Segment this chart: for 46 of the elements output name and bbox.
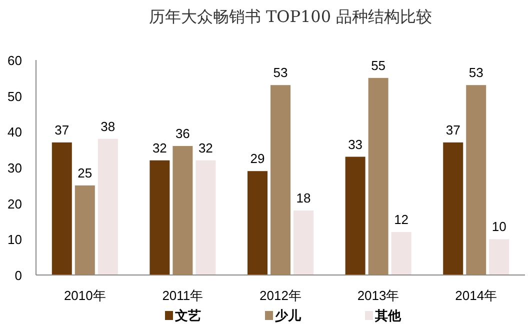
- x-tick-label: 2013年: [357, 288, 400, 303]
- y-tick-label: 10: [8, 232, 22, 248]
- legend-label: 其他: [374, 308, 402, 323]
- bar: [294, 210, 314, 275]
- y-tick-label: 30: [8, 160, 22, 176]
- data-label: 32: [198, 140, 213, 156]
- y-tick-label: 60: [8, 53, 22, 68]
- bar: [150, 160, 170, 275]
- bar: [368, 78, 388, 275]
- y-tick-label: 40: [8, 124, 22, 140]
- data-label: 12: [394, 212, 409, 227]
- x-tick-label: 2011年: [162, 288, 204, 303]
- data-label: 53: [468, 65, 484, 80]
- legend-label: 少儿: [274, 308, 302, 323]
- bar: [345, 156, 366, 275]
- data-label: 38: [100, 118, 116, 134]
- data-label: 32: [152, 140, 167, 156]
- data-label: 10: [492, 219, 506, 234]
- bar: [466, 85, 486, 275]
- bar: [443, 142, 464, 275]
- data-label: 18: [296, 190, 311, 206]
- data-label: 33: [348, 136, 363, 152]
- data-label: 53: [273, 65, 288, 80]
- bar: [172, 146, 193, 275]
- chart-title: 历年大众畅销书 TOP100 品种结构比较: [148, 7, 432, 26]
- bar: [98, 138, 118, 275]
- x-tick-label: 2014年: [455, 288, 498, 303]
- legend-label: 文艺: [174, 308, 201, 323]
- bar: [196, 160, 216, 275]
- bar: [270, 85, 290, 275]
- data-label: 36: [175, 126, 190, 141]
- x-tick-label: 2012年: [260, 288, 302, 303]
- bar: [391, 232, 412, 275]
- y-tick-label: 20: [8, 196, 22, 212]
- data-label: 25: [78, 165, 92, 180]
- y-tick-label: 50: [8, 88, 22, 104]
- data-label: 37: [54, 122, 70, 138]
- x-tick-label: 2010年: [64, 288, 106, 303]
- bar: [74, 185, 95, 275]
- data-label: 55: [371, 58, 386, 73]
- y-tick-label: 0: [14, 268, 22, 283]
- data-label: 37: [446, 122, 460, 138]
- data-label: 29: [250, 151, 265, 166]
- bar: [248, 171, 268, 275]
- bar: [489, 239, 510, 275]
- bar: [52, 142, 72, 275]
